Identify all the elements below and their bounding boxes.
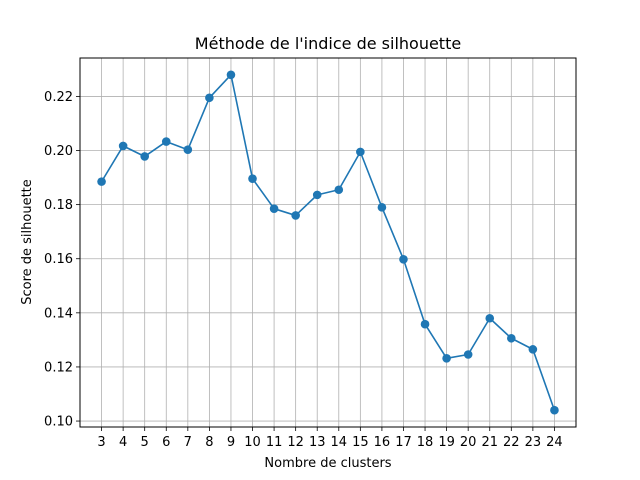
data-point — [442, 353, 451, 363]
x-tick-label: 8 — [205, 435, 213, 450]
data-point — [550, 405, 559, 415]
x-tick-label: 9 — [227, 435, 235, 450]
y-axis: 0.10 0.12 0.14 0.16 0.18 0.20 0.22 — [44, 90, 80, 430]
x-tick-label: 23 — [525, 435, 542, 450]
x-tick-label: 3 — [97, 435, 105, 450]
x-tick-label: 18 — [417, 435, 434, 450]
grid — [80, 58, 576, 427]
y-tick-label: 0.10 — [44, 415, 73, 430]
data-point — [226, 70, 236, 80]
data-point — [161, 137, 171, 146]
x-tick-label: 4 — [119, 435, 127, 450]
data-point — [356, 147, 365, 157]
data-point — [291, 211, 300, 220]
x-tick-label: 24 — [546, 435, 563, 450]
y-tick-label: 0.14 — [44, 306, 73, 321]
data-point — [334, 185, 344, 195]
y-tick-label: 0.12 — [44, 360, 73, 375]
y-tick-label: 0.16 — [44, 252, 73, 267]
data-point — [248, 174, 257, 183]
data-point — [140, 152, 149, 161]
x-tick-label: 12 — [287, 435, 304, 450]
x-tick-label: 16 — [374, 435, 391, 450]
plot-frame — [79, 57, 577, 428]
data-point — [118, 141, 128, 151]
data-point — [269, 204, 279, 213]
x-tick-label: 17 — [395, 435, 412, 450]
data-point — [183, 145, 193, 155]
y-axis-title: Score de silhouette — [20, 179, 35, 305]
x-tick-label: 11 — [266, 435, 283, 450]
x-axis-title: Nombre de clusters — [264, 456, 391, 471]
data-point — [463, 350, 473, 359]
data-point — [97, 177, 106, 186]
x-tick-label: 5 — [141, 435, 149, 450]
chart-title: Méthode de l'indice de silhouette — [195, 34, 461, 53]
x-tick-label: 19 — [438, 435, 455, 450]
x-tick-label: 20 — [460, 435, 477, 450]
data-point — [528, 345, 538, 354]
x-tick-label: 21 — [481, 435, 498, 450]
x-tick-label: 10 — [244, 435, 261, 450]
data-point — [507, 333, 516, 343]
y-tick-label: 0.22 — [44, 90, 73, 105]
x-tick-label: 7 — [184, 435, 192, 450]
x-tick-label: 15 — [352, 435, 369, 450]
data-point — [420, 319, 430, 329]
x-tick-label: 14 — [331, 435, 348, 450]
y-tick-label: 0.18 — [44, 198, 73, 213]
series-group — [97, 70, 559, 415]
data-point — [205, 93, 214, 103]
x-tick-label: 6 — [162, 435, 170, 450]
series-line — [100, 73, 556, 411]
x-axis: 3 4 5 6 7 8 9 10 11 12 13 14 15 16 17 18 19 20 21 22 23 24 — [97, 427, 563, 450]
data-point — [377, 203, 387, 212]
y-tick-label: 0.20 — [44, 144, 73, 159]
x-tick-label: 22 — [503, 435, 520, 450]
data-point — [485, 313, 495, 323]
x-tick-label: 13 — [309, 435, 326, 450]
data-point — [399, 254, 408, 264]
data-point — [312, 190, 322, 200]
